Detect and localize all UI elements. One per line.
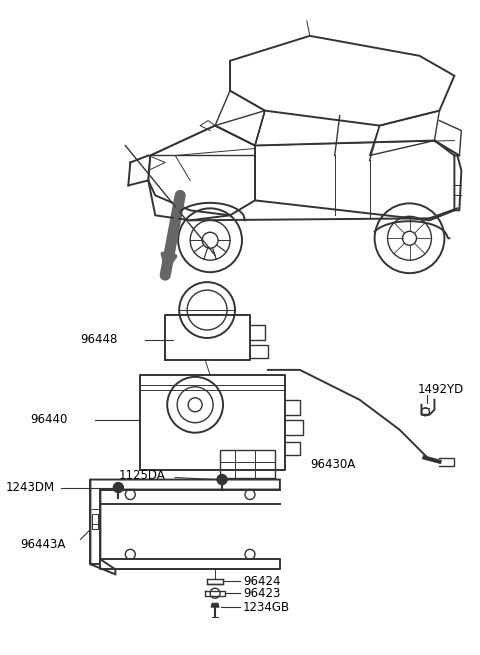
Text: 96440: 96440 <box>31 413 68 426</box>
Text: 1243DM: 1243DM <box>6 481 55 494</box>
Bar <box>220 449 275 477</box>
Bar <box>93 514 98 529</box>
Text: 1492YD: 1492YD <box>418 383 464 396</box>
Circle shape <box>217 475 227 485</box>
Text: 1234GB: 1234GB <box>243 601 290 614</box>
Circle shape <box>113 483 123 493</box>
Text: 96448: 96448 <box>81 333 118 346</box>
Text: 96424: 96424 <box>243 575 280 588</box>
Text: 96443A: 96443A <box>21 538 66 551</box>
Polygon shape <box>211 603 219 607</box>
Text: 96430A: 96430A <box>310 458 355 471</box>
Text: 1125DA: 1125DA <box>119 469 165 482</box>
Text: 96423: 96423 <box>243 587 280 600</box>
